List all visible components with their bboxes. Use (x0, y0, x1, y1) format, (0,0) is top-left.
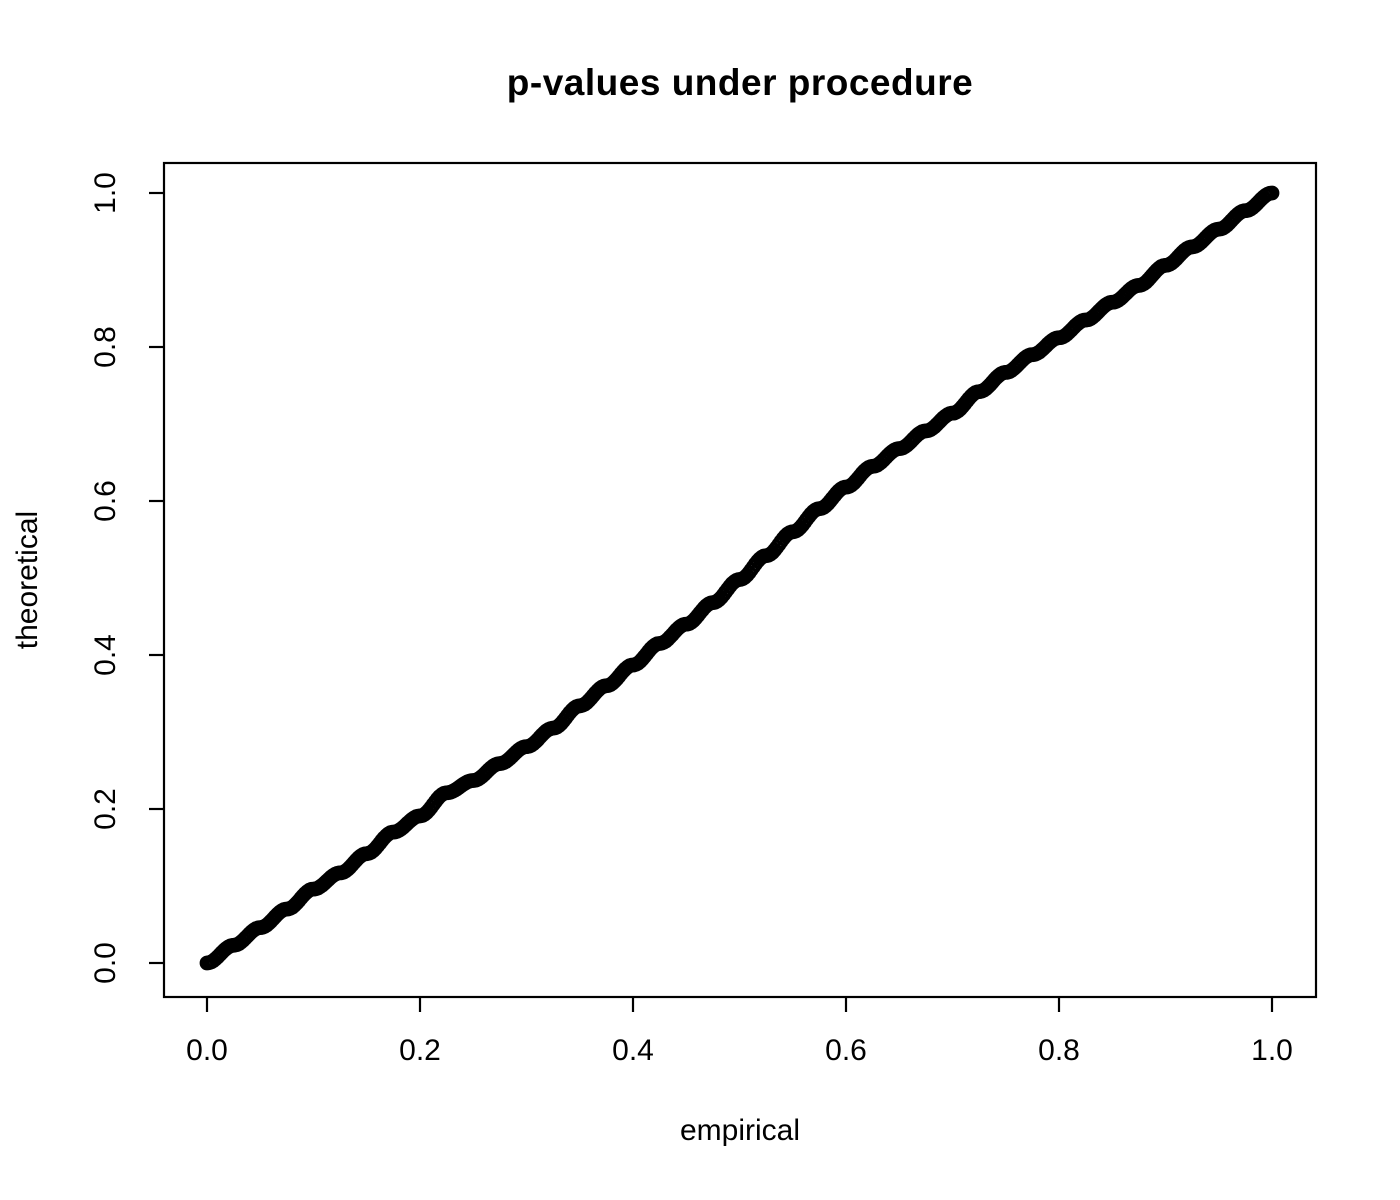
y-tick-label: 0.0 (89, 942, 122, 984)
y-axis-ticks: 0.0 0.2 0.4 0.6 0.8 1.0 (89, 172, 164, 984)
plot-frame (162, 161, 1318, 999)
x-tick-label: 0.6 (825, 1034, 867, 1067)
x-tick-label: 0.2 (399, 1034, 441, 1067)
plot-box (162, 161, 1318, 999)
y-tick-label: 0.6 (89, 480, 122, 522)
chart-title: p-values under procedure (506, 62, 974, 103)
data-point (1264, 185, 1280, 201)
y-tick-label: 0.2 (89, 788, 122, 830)
x-tick-label: 0.4 (612, 1034, 654, 1067)
y-tick-label: 0.4 (89, 634, 122, 676)
y-tick-label: 1.0 (89, 172, 122, 214)
x-axis-label: empirical (679, 1114, 801, 1147)
x-tick-label: 0.0 (186, 1034, 228, 1067)
x-tick-label: 0.8 (1038, 1034, 1080, 1067)
y-tick-label: 0.8 (89, 326, 122, 368)
x-axis-ticks: 0.0 0.2 0.4 0.6 0.8 1.0 (186, 997, 1293, 1067)
data-points (199, 185, 1280, 971)
x-tick-label: 1.0 (1251, 1034, 1293, 1067)
